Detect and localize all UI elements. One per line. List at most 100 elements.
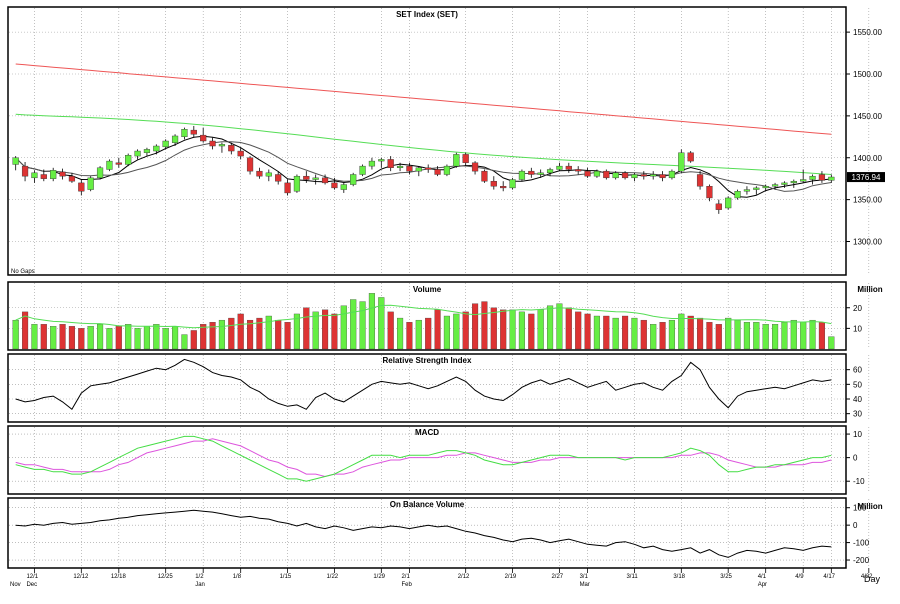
ytick-label: 40 [853,395,862,404]
volume-bar [378,297,385,350]
volume-bar [537,309,544,350]
volume-bar [462,311,469,350]
volume-bar [809,319,816,350]
volume-bar [303,307,310,350]
volume-bar [443,315,450,350]
candle-body [781,182,788,185]
candle-body [650,174,657,177]
x-unit-label: Day [864,574,881,584]
x-axis: 12/1 12/12 12/18 12/25 1/2 1/8 1/15 1/22 1/29 2/1… [10,568,873,588]
ytick-label: 30 [853,410,862,419]
volume-bar [359,301,366,350]
volume-bar [781,322,788,350]
xtick-label: 12/1 [26,574,38,580]
candle-body [68,175,76,182]
volume-bar [134,328,141,350]
volume-bar [312,311,319,350]
volume-unit-label: Million [857,285,882,294]
candle-body [434,169,441,175]
xtick-label: 1/22 [326,574,338,580]
volume-bar [181,334,188,350]
macd-panel-frame [7,425,847,495]
candle-body [481,170,488,182]
obv-grid [9,499,870,567]
volume-bar [40,324,47,350]
volume-bar [697,317,704,350]
candle-body [584,170,591,177]
volume-bar [237,313,244,350]
volume-bar [106,328,113,350]
xtick-label: 2/19 [505,574,517,580]
volume-bar [490,307,497,350]
rsi-marks [15,358,832,411]
volume-bar [78,328,85,350]
volume-title: Volume [413,285,442,294]
candle-body [621,172,629,179]
ytick-label: 20 [853,304,862,313]
rsi-panel: Relative Strength Index 30 40 50 60 [7,353,870,423]
rsi-line [15,358,832,411]
price-ytick-labels: 1300.00 1350.00 1400.00 1450.00 1500.00 1550.… [846,28,882,247]
volume-marks [12,293,835,350]
volume-bar [322,309,329,350]
candle-body [612,172,619,179]
candle-body [546,169,554,174]
xtick-label: 12/18 [111,574,127,580]
month-label: Nov [10,582,21,588]
xtick-label: 3/18 [673,574,685,580]
volume-bar [12,319,19,350]
candle-body [565,165,572,170]
obv-marks [15,509,832,558]
xtick-label: 1/2 [195,574,204,580]
price-title: SET Index (SET) [396,10,458,19]
candle-body [387,159,394,169]
volume-bar [190,330,197,350]
volume-bar [434,309,441,350]
candle-body [331,182,338,189]
volume-bar [584,313,591,350]
candle-body [518,170,526,180]
xtick-label: 4/1 [758,574,767,580]
volume-bar [284,322,291,350]
candle-body [575,169,582,172]
macd-grid [9,427,870,493]
volume-bar [593,315,600,350]
volume-bar [622,315,629,350]
volume-bar [209,322,216,350]
candle-body [659,174,666,179]
volume-bar [518,311,525,350]
candle-body [171,135,179,143]
volume-bar [509,309,516,350]
candle-body [125,155,132,165]
candle-body [593,170,601,177]
volume-bar [818,322,825,350]
candle-body [115,162,122,165]
ytick-label: 100 [853,504,867,513]
candle-body [321,177,329,184]
volume-bar [331,313,338,350]
obv-panel: On Balance Volume Million -200 -100 0 100 [7,497,883,569]
rsi-grid [9,355,870,421]
volume-bar [153,324,160,350]
last-value-label: 1376.94 [852,173,881,182]
rsi-ytick-labels: 30 40 50 60 [846,366,862,419]
volume-bar [650,324,657,350]
candle-body [162,140,169,148]
candle-body [696,174,704,187]
candle-body [181,129,188,138]
candle-body [303,175,310,180]
xtick-label: 3/25 [720,574,732,580]
volume-bar [50,326,57,350]
candle-body [237,150,244,157]
obv-title: On Balance Volume [390,500,465,509]
candle-body [443,165,451,175]
candle-body [106,160,113,170]
candle-body [471,162,479,172]
volume-bar [293,313,300,350]
candle-body [415,167,422,172]
volume-bar [659,322,666,350]
volume-bar [87,326,94,350]
volume-bar [247,319,254,350]
volume-bar [218,319,225,350]
